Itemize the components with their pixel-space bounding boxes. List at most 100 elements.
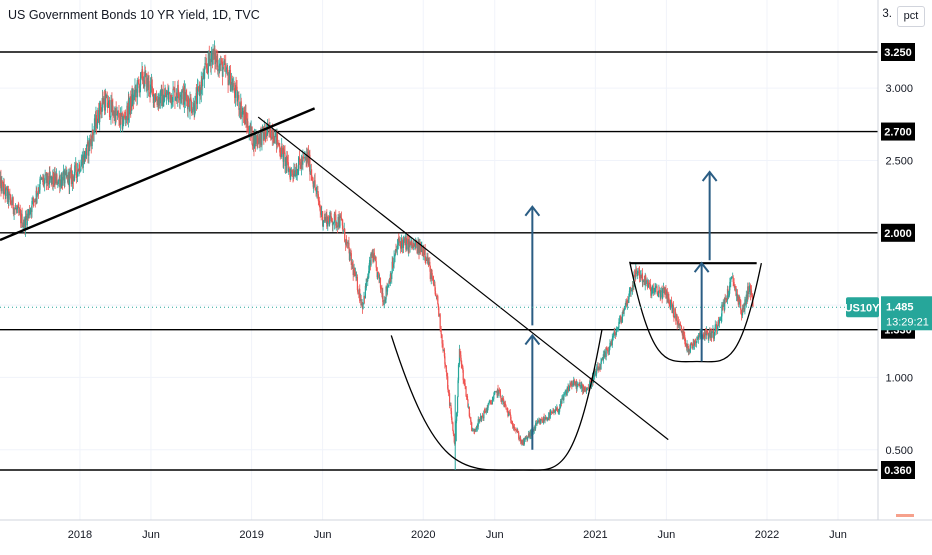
candle-body bbox=[277, 134, 278, 144]
candle-body bbox=[659, 290, 660, 291]
candle-body bbox=[706, 330, 707, 332]
candle-body bbox=[80, 166, 81, 170]
candle-body bbox=[446, 372, 447, 376]
candle-body bbox=[683, 331, 684, 335]
candle-body bbox=[490, 401, 491, 403]
candle-body bbox=[606, 349, 607, 350]
candle-body bbox=[346, 239, 347, 242]
scale-top-label: 3. bbox=[882, 8, 892, 20]
candle-body bbox=[344, 229, 345, 242]
candle-body bbox=[660, 292, 661, 298]
candle-body bbox=[232, 86, 233, 90]
candle-body bbox=[283, 149, 284, 152]
candle-body bbox=[365, 286, 366, 298]
candle-body bbox=[125, 117, 126, 120]
candle-body bbox=[186, 95, 187, 100]
candle-body bbox=[222, 69, 223, 77]
candle-body bbox=[188, 99, 189, 106]
candle-body bbox=[336, 222, 337, 226]
candle-body bbox=[178, 94, 179, 99]
candle-body bbox=[343, 230, 344, 231]
candle-body bbox=[4, 184, 5, 192]
candle-body bbox=[586, 389, 587, 390]
candle-body bbox=[471, 422, 472, 431]
candle-body bbox=[323, 221, 324, 222]
candle-body bbox=[708, 337, 709, 339]
candle-body bbox=[380, 288, 381, 289]
candle-body bbox=[601, 359, 602, 362]
x-tick-label: 2020 bbox=[411, 529, 435, 541]
candle-body bbox=[729, 282, 730, 290]
candle-body bbox=[56, 174, 57, 184]
candle-body bbox=[525, 438, 526, 439]
candle-body bbox=[349, 252, 350, 260]
candle-body bbox=[374, 253, 375, 259]
candle-body bbox=[341, 218, 342, 221]
candle-body bbox=[122, 124, 123, 129]
candle-body bbox=[636, 269, 637, 273]
candle-body bbox=[64, 172, 65, 184]
candle-body bbox=[150, 85, 151, 94]
candle-body bbox=[297, 174, 298, 175]
candle-body bbox=[27, 214, 28, 225]
candle-body bbox=[542, 419, 543, 421]
candle-body bbox=[247, 121, 248, 130]
candle-body bbox=[511, 420, 512, 423]
trend-line-resistance bbox=[258, 117, 668, 440]
candle-body bbox=[715, 325, 716, 332]
candle-body bbox=[456, 413, 457, 421]
x-axis[interactable]: 2018 Jun 2019 Jun 2020 Jun 2021 Jun 2022 Jun bbox=[0, 520, 932, 550]
candle-body bbox=[476, 428, 477, 429]
candle-body bbox=[623, 310, 624, 314]
candle-body bbox=[458, 365, 459, 381]
candle-body bbox=[618, 322, 619, 327]
candle-body bbox=[617, 327, 618, 329]
candle-body bbox=[314, 180, 315, 188]
candle-body bbox=[500, 396, 501, 398]
candle-body bbox=[452, 422, 453, 430]
level-price-label: 2.000 bbox=[884, 228, 912, 240]
candle-body bbox=[456, 421, 457, 441]
candle-body bbox=[58, 180, 59, 184]
candle-body bbox=[565, 393, 566, 394]
pct-toggle-button[interactable]: pct bbox=[897, 6, 925, 27]
x-tick-label: 2018 bbox=[68, 529, 92, 541]
candle-body bbox=[142, 69, 143, 80]
candle-body bbox=[662, 289, 663, 298]
candle-body bbox=[649, 283, 650, 284]
candle-body bbox=[116, 108, 117, 114]
candles bbox=[0, 40, 754, 470]
y-axis[interactable]: 3.0002.5001.0000.5003.2502.7002.0001.330… bbox=[845, 0, 932, 550]
x-tick-label: Jun bbox=[658, 529, 676, 541]
level-price-label: 2.700 bbox=[884, 127, 912, 139]
candle-body bbox=[493, 395, 494, 399]
candle-body bbox=[152, 86, 153, 88]
candle-body bbox=[331, 217, 332, 221]
candle-body bbox=[669, 299, 670, 301]
candle-body bbox=[160, 91, 161, 103]
candle-body bbox=[453, 431, 454, 434]
candle-body bbox=[441, 335, 442, 343]
candle-body bbox=[334, 214, 335, 215]
candle-body bbox=[204, 69, 205, 79]
x-tick-label: Jun bbox=[486, 529, 504, 541]
candle-body bbox=[739, 297, 740, 300]
candle-body bbox=[172, 102, 173, 104]
candle-body bbox=[517, 431, 518, 433]
candle-body bbox=[76, 163, 77, 172]
candle-body bbox=[393, 256, 394, 263]
candle-body bbox=[654, 292, 655, 293]
candle-body bbox=[81, 162, 82, 167]
candle-body bbox=[454, 434, 455, 443]
candle-body bbox=[432, 273, 433, 278]
candle-body bbox=[461, 364, 462, 366]
candle-body bbox=[512, 424, 513, 425]
candle-body bbox=[332, 224, 333, 225]
candle-body bbox=[397, 245, 398, 249]
candle-body bbox=[576, 384, 577, 389]
candle-body bbox=[181, 91, 182, 99]
x-tick-label: Jun bbox=[142, 529, 160, 541]
candle-body bbox=[469, 416, 470, 417]
